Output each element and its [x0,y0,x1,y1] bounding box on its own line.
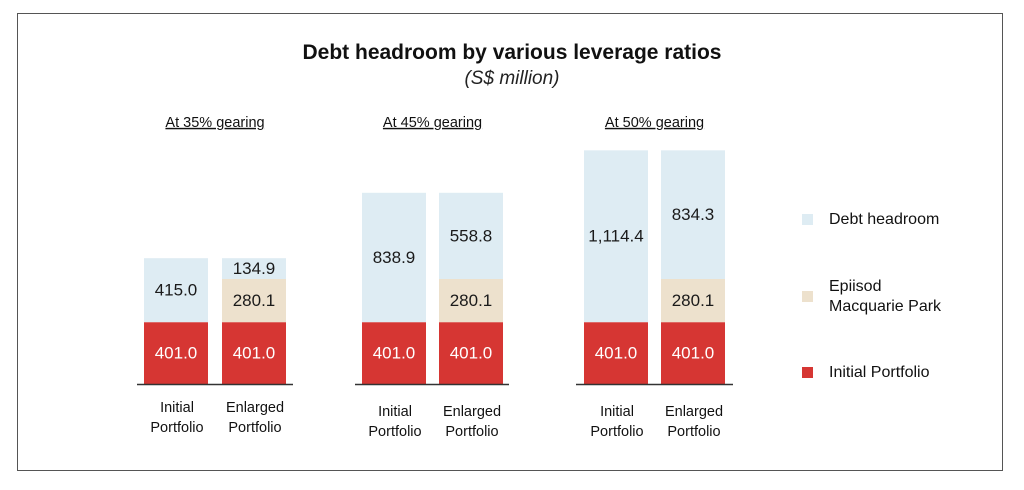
bar-segment-headroom [439,192,503,279]
data-label-initial: 401.0 [450,344,493,363]
data-label-epiisod: 280.1 [450,291,493,310]
bar-segment-headroom [362,192,426,323]
legend-label-epiisod: Epiisod [829,278,881,295]
bar-segment-epiisod [439,278,503,323]
data-label-headroom: 838.9 [373,248,416,267]
category-label: Initial [160,400,194,416]
bar-segment-headroom [144,258,208,323]
legend-swatch-initial [802,367,813,378]
bar-segment-headroom [222,258,286,279]
legend-label-initial: Initial Portfolio [829,364,930,381]
data-label-epiisod: 280.1 [233,291,276,310]
bar-segment-epiisod [222,278,286,323]
data-label-initial: 401.0 [672,344,715,363]
category-label: Initial [378,404,412,420]
category-label: Initial [600,404,634,420]
bar-segment-initial [362,322,426,384]
group-title-2: At 45% gearing [383,115,482,131]
bar-segment-headroom [661,150,725,279]
bar-segment-initial [144,322,208,384]
data-label-initial: 401.0 [373,344,416,363]
data-label-headroom: 834.3 [672,205,715,224]
category-label: Portfolio [590,424,643,440]
category-label: Portfolio [667,424,720,440]
legend-label-headroom: Debt headroom [829,211,939,228]
group-title-1: At 35% gearing [165,115,264,131]
bar-segment-initial [222,322,286,384]
bar-segment-initial [439,322,503,384]
category-label: Portfolio [368,424,421,440]
category-label: Portfolio [228,420,281,436]
category-label: Enlarged [665,404,723,420]
legend-swatch-epiisod [802,291,813,302]
data-label-headroom: 1,114.4 [588,227,643,246]
bar-segment-initial [584,322,648,384]
legend-swatch-headroom [802,214,813,225]
category-label: Portfolio [445,424,498,440]
data-label-initial: 401.0 [155,344,198,363]
data-label-initial: 401.0 [595,344,638,363]
category-label: Portfolio [150,420,203,436]
legend-label-epiisod: Macquarie Park [829,298,942,315]
data-label-headroom: 415.0 [155,281,198,300]
chart-frame [17,13,1003,471]
category-label: Enlarged [226,400,284,416]
data-label-headroom: 558.8 [450,226,493,245]
category-label: Enlarged [443,404,501,420]
bar-segment-headroom [584,150,648,323]
data-label-epiisod: 280.1 [672,291,715,310]
bar-segment-initial [661,322,725,384]
data-label-initial: 401.0 [233,344,276,363]
chart-subtitle: (S$ million) [464,68,560,89]
data-label-headroom: 134.9 [233,259,276,278]
bar-segment-epiisod [661,278,725,323]
chart-title: Debt headroom by various leverage ratios [302,41,722,64]
group-title-3: At 50% gearing [605,115,704,131]
